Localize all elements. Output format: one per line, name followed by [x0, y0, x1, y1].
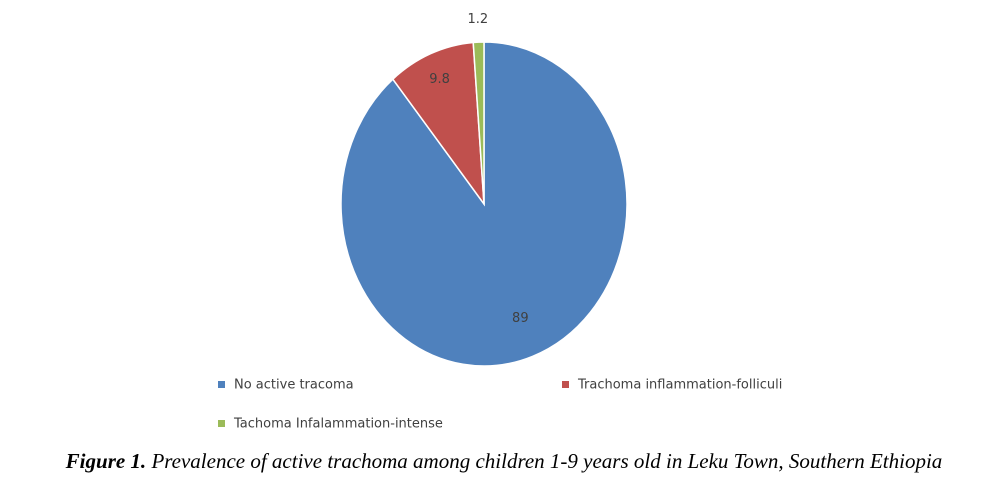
legend-label: No active tracoma — [234, 378, 354, 393]
caption-label: Figure 1. — [65, 449, 147, 473]
pie-slice — [391, 41, 485, 207]
legend-label: Tachoma Infalammation-intense — [233, 417, 443, 432]
legend-swatch — [218, 381, 225, 388]
legend-swatch — [562, 381, 569, 388]
data-label: 1.2 — [468, 12, 489, 27]
legend-label: Trachoma inflammation-folliculi — [577, 378, 782, 393]
data-label: 9.8 — [429, 72, 450, 87]
legend-swatch — [218, 420, 225, 427]
pie-slice — [472, 41, 485, 205]
data-label: 89 — [512, 311, 529, 326]
caption-text: Prevalence of active trachoma among chil… — [150, 449, 942, 473]
caption: Figure 1. Prevalence of active trachoma … — [65, 449, 943, 473]
